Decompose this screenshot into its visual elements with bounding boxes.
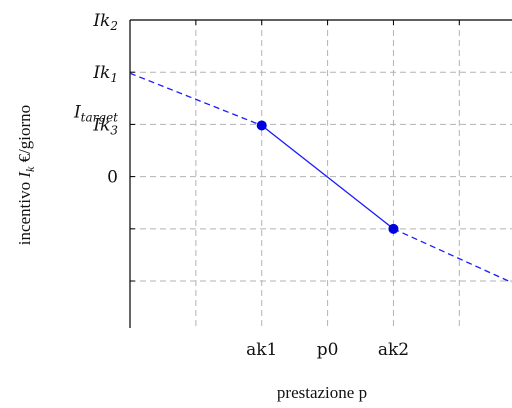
y-tick-label: Ik3 [92, 115, 118, 137]
x-tick-label: ak2 [378, 340, 409, 360]
y-tick-label: Ik1 [92, 63, 118, 85]
data-markers [256, 120, 399, 234]
grid [130, 19, 512, 328]
x-tick-label: p0 [317, 340, 339, 360]
plot-area [129, 72, 512, 284]
tick-labels: ak1 p0 ak2 0 Ik3 Ik1 Ik2 Itarget [73, 11, 409, 360]
axes [129, 19, 512, 328]
series-line-1 [129, 72, 262, 127]
y-tick-label: 0 [107, 168, 118, 188]
series-line-2 [261, 124, 394, 230]
y-axis-title: incentivo Ik €/giorno [15, 105, 37, 245]
data-point-2 [388, 223, 399, 234]
x-axis-title: prestazione p [277, 383, 367, 402]
y-tick-label: Ik2 [92, 11, 118, 33]
data-point-1 [256, 120, 267, 131]
series-line-3 [393, 228, 512, 284]
y-extra-label: Itarget [73, 102, 118, 124]
x-tick-label: ak1 [246, 340, 277, 360]
